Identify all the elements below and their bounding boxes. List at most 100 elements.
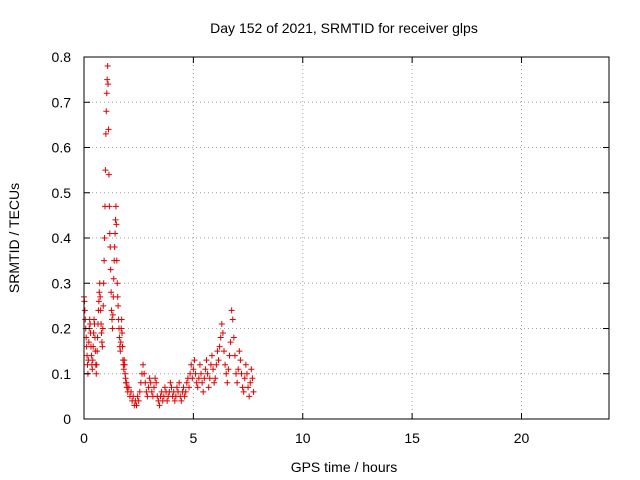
data-point <box>246 393 253 400</box>
data-point <box>103 108 110 115</box>
x-tick-label: 5 <box>189 430 197 446</box>
data-point <box>152 375 159 382</box>
data-point <box>117 339 124 346</box>
data-point <box>153 379 160 386</box>
data-point <box>215 357 222 364</box>
data-point <box>183 379 190 386</box>
data-point <box>234 379 241 386</box>
data-point <box>193 379 200 386</box>
data-point <box>210 366 217 373</box>
y-tick-label: 0.5 <box>52 185 72 201</box>
data-point <box>226 352 233 359</box>
data-point <box>181 393 188 400</box>
data-point <box>224 379 231 386</box>
data-point <box>238 370 245 377</box>
data-point <box>206 375 213 382</box>
data-point <box>216 343 223 350</box>
data-point <box>94 334 101 341</box>
data-point <box>93 361 100 368</box>
data-point <box>161 384 168 391</box>
y-tick-label: 0.6 <box>52 140 72 156</box>
data-point <box>108 289 115 296</box>
data-point <box>233 370 240 377</box>
data-point <box>202 366 209 373</box>
data-point <box>186 384 192 391</box>
data-point <box>95 298 102 305</box>
data-point <box>237 357 244 364</box>
data-point <box>192 370 199 377</box>
data-point <box>96 289 103 296</box>
data-point <box>136 388 143 395</box>
data-point <box>112 230 119 237</box>
x-tick-label: 15 <box>404 430 420 446</box>
data-points <box>81 63 257 409</box>
data-point <box>239 384 246 391</box>
data-point <box>168 384 175 391</box>
data-point <box>225 366 232 373</box>
data-point <box>191 357 198 364</box>
data-point <box>100 280 107 287</box>
data-point <box>247 379 254 386</box>
data-point <box>222 361 229 368</box>
data-point <box>236 348 243 355</box>
data-point <box>102 167 109 174</box>
data-point <box>102 130 109 137</box>
data-point <box>97 293 104 300</box>
data-point <box>167 379 174 386</box>
y-tick-label: 0.4 <box>52 230 72 246</box>
data-point <box>203 357 210 364</box>
data-point <box>194 384 201 391</box>
data-point <box>118 316 125 323</box>
data-point <box>227 339 234 346</box>
data-point <box>190 366 197 373</box>
data-point <box>98 320 105 327</box>
data-point <box>134 393 141 400</box>
data-point <box>140 361 147 368</box>
data-point <box>105 171 112 178</box>
y-tick-label: 0.7 <box>52 94 72 110</box>
data-point <box>114 293 121 300</box>
data-point <box>89 357 96 364</box>
data-point <box>249 375 256 382</box>
data-point <box>105 126 112 133</box>
data-point <box>108 307 115 314</box>
data-point <box>144 393 151 400</box>
data-point <box>243 370 250 377</box>
data-point <box>201 375 208 382</box>
data-point <box>119 330 126 337</box>
data-point <box>111 244 118 251</box>
data-point <box>115 302 122 309</box>
data-point <box>250 388 257 395</box>
y-axis-label: SRMTID / TECUs <box>6 183 22 293</box>
y-tick-label: 0.2 <box>52 321 72 337</box>
data-point <box>178 397 185 404</box>
data-point <box>235 366 242 373</box>
data-point <box>128 388 135 395</box>
data-point <box>182 388 189 395</box>
y-tick-label: 0.1 <box>52 366 72 382</box>
data-point <box>217 334 224 341</box>
data-point <box>101 257 108 264</box>
data-point <box>164 397 171 404</box>
data-point <box>112 203 119 210</box>
data-point <box>146 375 153 382</box>
data-point <box>205 384 212 391</box>
data-point <box>156 402 163 409</box>
x-tick-labels: 0 5 10 15 20 <box>80 430 529 446</box>
data-point <box>103 90 110 97</box>
data-point <box>208 352 215 359</box>
data-point <box>198 370 205 377</box>
data-point <box>85 339 92 346</box>
data-point <box>148 388 155 395</box>
data-point <box>218 320 225 327</box>
x-tick-label: 10 <box>295 430 311 446</box>
data-point <box>142 379 149 386</box>
data-point <box>113 221 120 228</box>
data-point <box>113 257 120 264</box>
data-point <box>120 366 127 373</box>
data-point <box>116 334 123 341</box>
data-point <box>228 307 235 314</box>
grid <box>84 57 609 419</box>
chart-title: Day 152 of 2021, SRMTID for receiver glp… <box>210 20 478 36</box>
